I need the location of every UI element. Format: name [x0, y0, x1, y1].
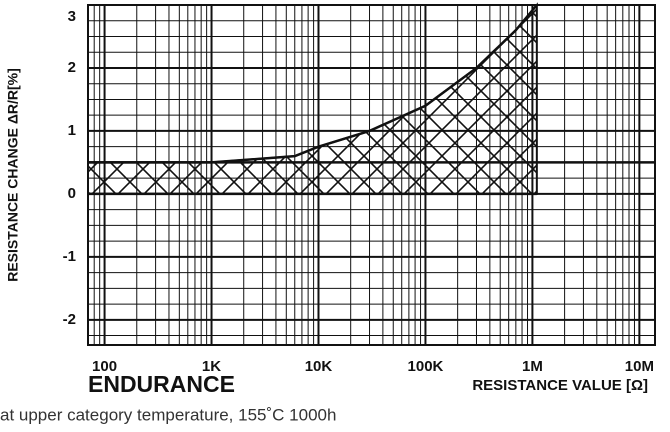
x-tick-label: 100	[92, 358, 117, 375]
x-tick-label: 10K	[305, 358, 333, 375]
x-tick-label: 100K	[408, 358, 444, 375]
series-line	[88, 4, 538, 164]
y-tick-label: 0	[68, 185, 76, 202]
x-tick-label: 1K	[202, 358, 221, 375]
x-axis-label: RESISTANCE VALUE [Ω]	[472, 377, 648, 394]
y-tick-label: 2	[68, 59, 76, 76]
y-tick-label: -2	[63, 311, 76, 328]
y-tick-label: -1	[63, 248, 76, 265]
chart-subtitle: at upper category temperature, 155˚C 100…	[0, 405, 336, 424]
chart-title: ENDURANCE	[88, 371, 235, 397]
x-tick-label: 1M	[522, 358, 543, 375]
y-tick-label: 3	[68, 8, 76, 25]
y-tick-label: 1	[68, 122, 76, 139]
x-tick-label: 10M	[625, 358, 654, 375]
y-axis-label: RESISTANCE CHANGE ΔR/R[%]	[5, 68, 21, 282]
